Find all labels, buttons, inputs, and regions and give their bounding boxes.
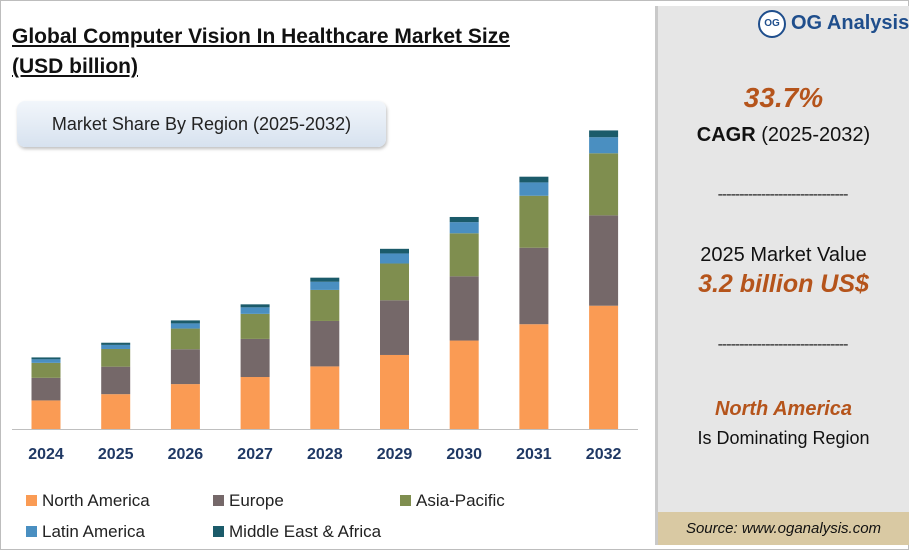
side-panel: OG OG Analysis 33.7% CAGR (2025-2032) --… — [655, 6, 909, 545]
bar-2025-north-america — [101, 394, 131, 429]
bar-2029-middle-east-africa — [380, 248, 409, 254]
legend-swatch — [26, 495, 37, 506]
bar-2028-asia-pacific — [310, 289, 340, 321]
bar-2031-latin-america — [519, 182, 549, 196]
bar-2028-north-america — [310, 366, 340, 429]
legend-item-europe: Europe — [213, 491, 284, 511]
logo-icon: OG — [758, 10, 786, 38]
bar-2032-latin-america — [589, 137, 619, 154]
legend-swatch — [26, 526, 37, 537]
x-tick-label-2024: 2024 — [28, 446, 64, 463]
cagr-label: CAGR (2025-2032) — [658, 124, 909, 147]
bar-2024-asia-pacific — [31, 362, 61, 378]
og-analysis-logo: OG OG Analysis — [758, 10, 909, 40]
bar-2028-europe — [310, 320, 340, 367]
bar-2032-middle-east-africa — [589, 130, 619, 138]
x-tick-label-2031: 2031 — [516, 446, 552, 463]
bar-2025-latin-america — [101, 344, 131, 349]
x-tick-label-2028: 2028 — [307, 446, 343, 463]
bar-2031-europe — [519, 247, 549, 325]
bar-2025-asia-pacific — [101, 348, 131, 367]
bar-2025-middle-east-africa — [101, 342, 131, 345]
bar-2026-latin-america — [170, 323, 200, 329]
bar-2028-latin-america — [310, 281, 340, 290]
legend-swatch — [213, 526, 224, 537]
bar-2029-latin-america — [380, 253, 409, 264]
x-tick-label-2029: 2029 — [377, 446, 413, 463]
bar-2030-north-america — [449, 340, 479, 429]
cagr-label-period: (2025-2032) — [755, 124, 871, 146]
x-tick-label-2027: 2027 — [237, 446, 273, 463]
bar-2031-north-america — [519, 324, 549, 429]
source-link[interactable]: Source: www.oganalysis.com — [658, 512, 909, 545]
bar-2027-middle-east-africa — [240, 304, 270, 308]
legend-label: Asia-Pacific — [416, 491, 505, 510]
divider-bottom: ------------------------------ — [717, 336, 849, 353]
bar-2026-asia-pacific — [170, 328, 200, 350]
chart-title: Global Computer Vision In Healthcare Mar… — [12, 22, 572, 82]
x-tick-label-2032: 2032 — [586, 446, 622, 463]
dominating-region-text: Is Dominating Region — [697, 428, 870, 448]
stacked-bar-chart: 2024 2025 2026 2027 2028 2029 2030 2031 2032 — [12, 130, 638, 463]
legend-label: Latin America — [42, 522, 145, 541]
bar-2030-asia-pacific — [449, 233, 479, 277]
legend-swatch — [400, 495, 411, 506]
bar-2025-europe — [101, 366, 131, 395]
legend-swatch — [213, 495, 224, 506]
x-tick-label-2030: 2030 — [446, 446, 482, 463]
logo-text: OG Analysis — [791, 12, 909, 34]
title-line-1: Global Computer Vision In Healthcare Mar… — [12, 25, 510, 48]
x-tick-label-2025: 2025 — [98, 446, 134, 463]
cagr-label-bold: CAGR — [696, 124, 756, 146]
bar-2030-europe — [449, 276, 479, 341]
bar-2029-asia-pacific — [380, 263, 409, 301]
bar-2028-middle-east-africa — [310, 277, 340, 282]
legend-label: Europe — [229, 491, 284, 510]
region-share-box: Market Share By Region (2025-2032) — [17, 101, 386, 147]
legend-label: North America — [42, 491, 150, 510]
legend-item-asia-pacific: Asia-Pacific — [400, 491, 505, 511]
bar-2032-europe — [589, 215, 619, 306]
bar-2024-north-america — [31, 400, 61, 429]
bar-2031-middle-east-africa — [519, 176, 549, 183]
cagr-value: 33.7% — [743, 82, 824, 113]
market-value-label: 2025 Market Value — [700, 244, 867, 266]
legend-item-latin-america: Latin America — [26, 522, 145, 542]
bar-2024-latin-america — [31, 359, 61, 363]
divider-top: ------------------------------ — [717, 186, 849, 203]
bar-2026-middle-east-africa — [170, 320, 200, 324]
bar-2027-latin-america — [240, 307, 270, 314]
bar-2031-asia-pacific — [519, 195, 549, 248]
bar-2030-middle-east-africa — [449, 216, 479, 223]
x-tick-label-2026: 2026 — [168, 446, 204, 463]
bar-2024-europe — [31, 377, 61, 401]
bar-2029-europe — [380, 300, 409, 355]
bar-2024-middle-east-africa — [31, 357, 61, 360]
bar-2027-north-america — [240, 377, 270, 429]
legend-item-north-america: North America — [26, 491, 150, 511]
title-line-2: (USD billion) — [12, 55, 138, 78]
legend-label: Middle East & Africa — [229, 522, 382, 541]
bar-2030-latin-america — [449, 222, 479, 234]
bar-2026-north-america — [170, 384, 200, 429]
bar-2032-asia-pacific — [589, 153, 619, 216]
bar-2026-europe — [170, 349, 200, 385]
bar-2032-north-america — [589, 305, 619, 429]
bar-2029-north-america — [380, 354, 409, 429]
market-value: 3.2 billion US$ — [698, 270, 869, 298]
dominating-region: North America — [714, 398, 853, 420]
legend-item-middle-east-africa: Middle East & Africa — [213, 522, 381, 542]
bar-2027-europe — [240, 338, 270, 378]
bar-2027-asia-pacific — [240, 313, 270, 339]
